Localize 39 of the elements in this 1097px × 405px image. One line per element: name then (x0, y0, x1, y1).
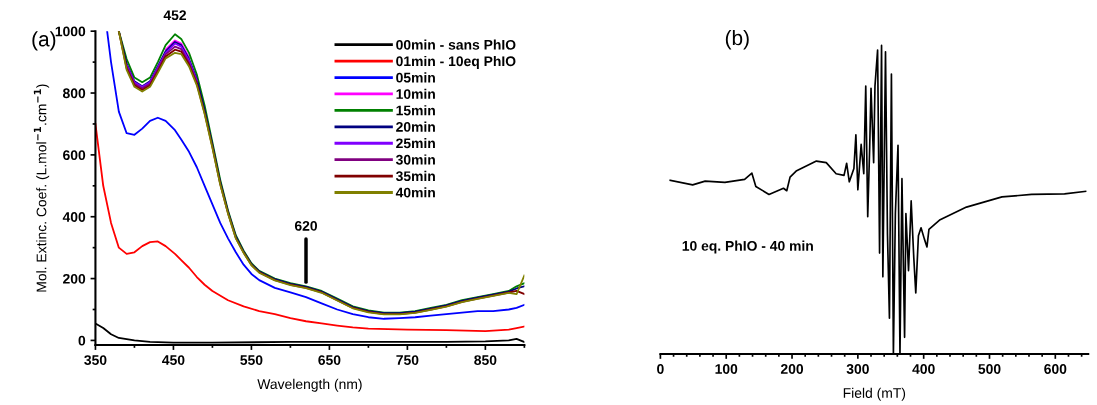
y-axis-title: Mol. Extinc. Coef. (L.mol$^{−1}$.cm$^{−1}$) (33, 84, 50, 292)
x-tick-label: 750 (396, 355, 419, 365)
legend-label: 05min (396, 72, 435, 83)
y-tick-label: 800 (62, 88, 86, 99)
legend-label: 40min (395, 187, 435, 198)
annotation: 620 (294, 220, 318, 231)
y-tick-label: 1000 (55, 26, 86, 37)
legend-label: 15min (396, 105, 435, 116)
x-tick-label: 300 (846, 364, 869, 374)
x-tick-label: 850 (474, 355, 497, 365)
chart-title: (a) (32, 31, 56, 51)
x-tick-label: 200 (780, 364, 804, 374)
x-tick-label: 350 (84, 355, 107, 365)
y-tick-label: 0 (78, 335, 86, 346)
x-axis-title: Field (mT) (843, 387, 906, 401)
legend-label: 30min (395, 154, 435, 165)
x-tick-label: 400 (912, 364, 935, 374)
line-series (95, 123, 525, 333)
x-tick-label: 100 (715, 364, 738, 374)
x-tick-label: 550 (240, 355, 263, 365)
y-tick-label: 200 (63, 273, 86, 284)
x-tick-label: 450 (162, 355, 185, 365)
legend-label: 25min (396, 138, 435, 149)
legend-label: 35min (395, 170, 435, 182)
legend-label: 01min - 10eq PhIO (396, 55, 516, 69)
x-tick-label: 500 (978, 364, 1001, 374)
line-series (164, 39, 190, 59)
annotation: 10 eq. PhIO - 40 min (682, 240, 813, 254)
legend-label: 00min - sans PhIO (396, 39, 516, 50)
legend-label: 20min (396, 121, 435, 132)
x-tick-label: 600 (1044, 364, 1067, 374)
x-tick-label: 650 (318, 355, 341, 365)
chart-title: (b) (725, 29, 749, 50)
y-tick-label: 600 (63, 150, 86, 161)
y-tick-label: 400 (62, 212, 86, 222)
annotation: 452 (163, 10, 187, 21)
legend-label: 10min (396, 88, 435, 99)
x-tick-label: 0 (657, 364, 664, 374)
x-axis-title: Wavelength (nm) (257, 378, 362, 392)
